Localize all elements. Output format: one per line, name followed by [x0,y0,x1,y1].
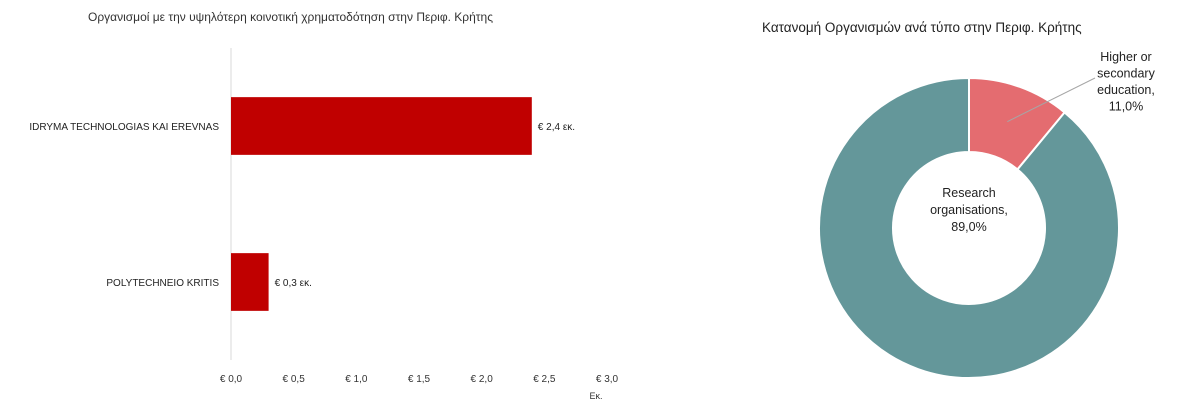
bar-chart: Οργανισμοί με την υψηλότερη κοινοτική χρ… [29,10,619,401]
donut-chart-plot: Higher or secondary education, 11,0% Researc… [818,50,1156,379]
x-axis-label: Εκ. [589,391,602,401]
slice-label: Higher or secondary education, 11,0% [1097,50,1155,114]
bar [231,97,532,155]
leader-line [1007,77,1096,123]
x-tick-label: € 0,0 [220,374,243,385]
x-tick-label: € 0,5 [283,374,306,385]
data-label: € 2,4 εκ. [538,122,575,133]
x-tick-label: € 1,5 [408,374,431,385]
donut-slice [818,76,1120,379]
x-tick-label: € 2,0 [471,374,494,385]
x-tick-label: € 1,0 [345,374,368,385]
bar [231,253,269,311]
category-label: POLYTECHNEIO KRITIS [106,278,219,289]
bar-chart-plot: IDRYMA TECHNOLOGIAS KAI EREVNAS € 2,4 εκ.… [29,48,619,401]
donut-chart-title: Κατανομή Οργανισμών ανά τύπο στην Περιφ.… [762,20,1082,35]
bar-chart-title: Οργανισμοί με την υψηλότερη κοινοτική χρ… [88,10,493,24]
donut-chart: Κατανομή Οργανισμών ανά τύπο στην Περιφ.… [740,0,1181,402]
category-label: IDRYMA TECHNOLOGIAS KAI EREVNAS [29,122,219,133]
x-tick-label: € 3,0 [596,374,619,385]
x-tick-label: € 2,5 [533,374,556,385]
data-label: € 0,3 εκ. [275,278,312,289]
slice-label: Research organisations, 89,0% [930,186,1008,234]
